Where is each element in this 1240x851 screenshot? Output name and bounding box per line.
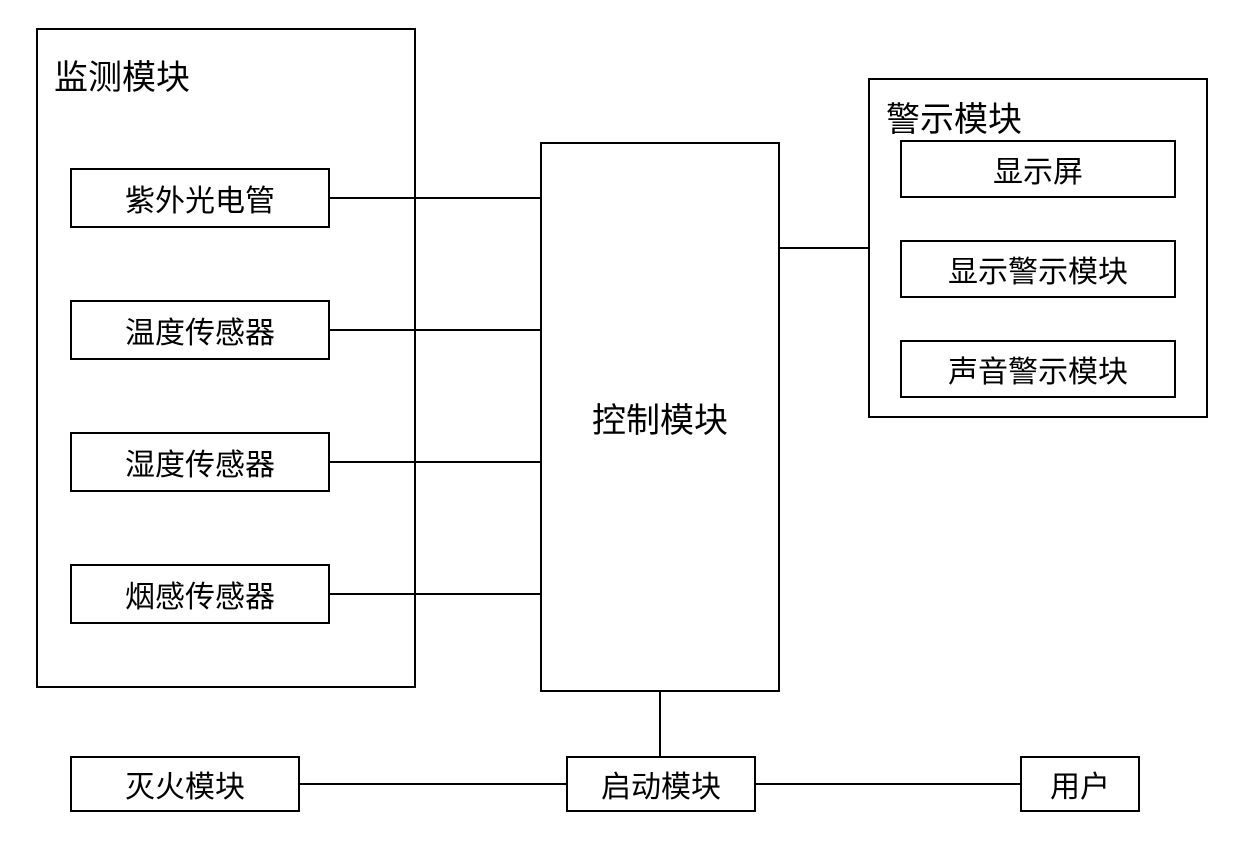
user-label: 用户 [1050,762,1110,806]
monitoring-item-label: 紫外光电管 [125,176,275,220]
warning-item-label: 声音警示模块 [948,347,1128,391]
control-module-label: 控制模块 [592,393,728,442]
warning-item-label: 显示屏 [993,147,1083,191]
monitoring-item-humidity: 湿度传感器 [70,432,330,492]
monitoring-item-label: 湿度传感器 [125,440,275,484]
monitoring-item-smoke: 烟感传感器 [70,564,330,624]
monitoring-module-title: 监测模块 [54,50,190,99]
warning-item-display: 显示屏 [900,140,1176,198]
warning-item-label: 显示警示模块 [948,247,1128,291]
user-box: 用户 [1020,756,1140,812]
control-module: 控制模块 [540,142,780,692]
warning-item-sound-warning: 声音警示模块 [900,340,1176,398]
monitoring-item-uv: 紫外光电管 [70,168,330,228]
monitoring-item-temp: 温度传感器 [70,300,330,360]
diagram-canvas: 监测模块 紫外光电管 温度传感器 湿度传感器 烟感传感器 控制模块 警示模块 显… [0,0,1240,851]
monitoring-item-label: 烟感传感器 [125,572,275,616]
start-module: 启动模块 [566,756,756,812]
warning-item-display-warning: 显示警示模块 [900,240,1176,298]
warning-module-title: 警示模块 [886,92,1022,141]
fire-module: 灭火模块 [70,756,300,812]
monitoring-item-label: 温度传感器 [125,308,275,352]
fire-module-label: 灭火模块 [125,762,245,806]
start-module-label: 启动模块 [601,762,721,806]
